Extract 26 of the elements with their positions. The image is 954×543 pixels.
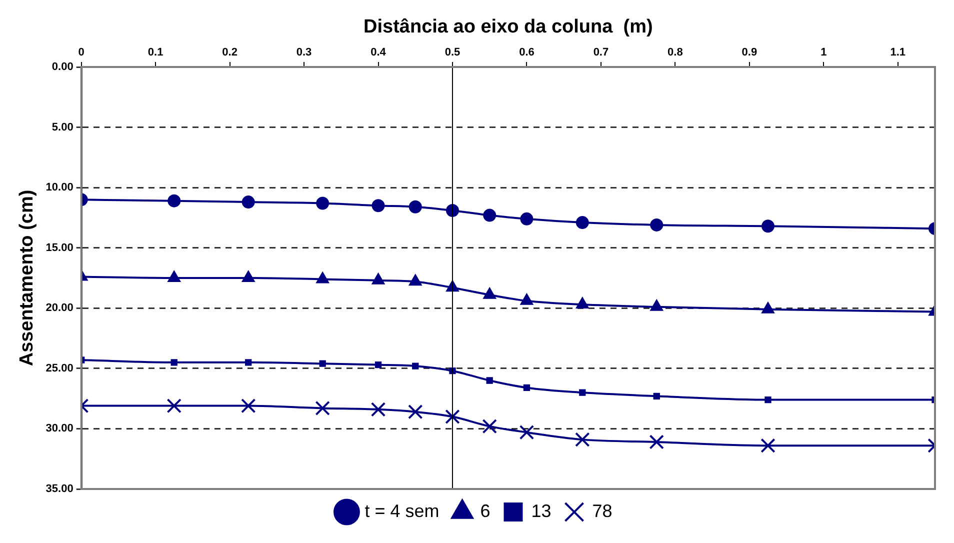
x-tick-label: 0.7 <box>593 46 609 58</box>
x-tick-label: 1.1 <box>890 46 906 58</box>
x-tick-label: 0.5 <box>444 46 460 58</box>
x-tick-label: 0.6 <box>519 46 534 58</box>
x-axis-title: Distância ao eixo da coluna (m) <box>364 16 653 38</box>
legend-label: 78 <box>592 500 612 521</box>
y-tick-label: 10.00 <box>46 182 74 194</box>
y-tick-label: 5.00 <box>52 121 74 134</box>
y-tick-label: 20.00 <box>46 302 74 314</box>
legend-label: 6 <box>480 500 490 521</box>
x-tick-label: 0 <box>78 46 84 58</box>
x-tick-label: 0.4 <box>370 46 387 58</box>
y-tick-label: 30.00 <box>46 422 74 435</box>
x-tick-label: 0.3 <box>296 46 312 58</box>
legend-label: t = 4 sem <box>364 500 440 521</box>
y-tick-label: 35.00 <box>46 483 74 496</box>
y-tick-label: 15.00 <box>46 242 74 254</box>
y-tick-label: 25.00 <box>46 362 74 374</box>
legend-label: 13 <box>531 500 552 521</box>
x-tick-label: 0.9 <box>742 46 758 58</box>
y-tick-label: 0.00 <box>52 61 74 74</box>
x-tick-label: 0.8 <box>668 46 683 58</box>
y-axis-title: Assentamento (cm) <box>16 190 38 366</box>
x-tick-label: 1 <box>820 46 827 58</box>
x-tick-label: 0.2 <box>222 46 238 58</box>
x-tick-label: 0.1 <box>148 46 164 58</box>
